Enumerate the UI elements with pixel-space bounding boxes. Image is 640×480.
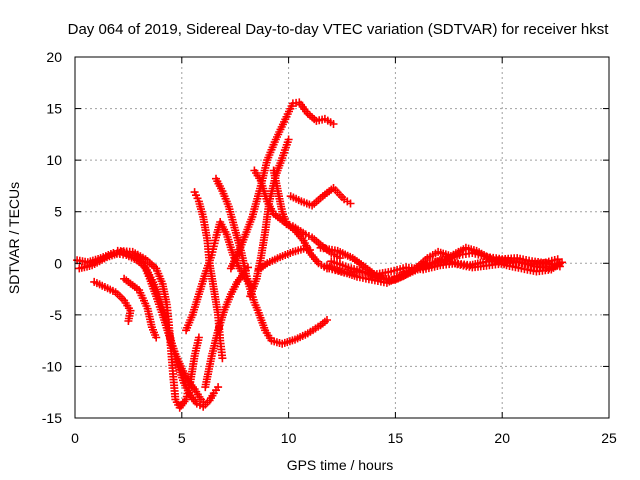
axes: 0 5 10 15 20 25 -15 -10 -5 0 5 10 15 20	[42, 49, 617, 446]
series-arc-h	[182, 218, 257, 335]
x-tick-label: 5	[178, 430, 186, 446]
y-tick-label: 5	[54, 204, 62, 220]
data-point	[306, 245, 314, 254]
y-tick-label: 15	[46, 101, 62, 117]
data-point	[244, 263, 252, 272]
series-arc-o	[254, 244, 314, 274]
data-point	[199, 402, 208, 411]
chart-title: Day 064 of 2019, Sidereal Day-to-day VTE…	[68, 21, 610, 38]
data-point	[329, 120, 338, 128]
data-point	[346, 199, 355, 208]
series-arc-d	[120, 274, 161, 342]
series-arc-i	[201, 263, 252, 392]
series-arc-n	[286, 184, 355, 210]
y-tick-label: -15	[42, 410, 62, 426]
y-tick-label: 10	[46, 152, 62, 168]
x-tick-label: 20	[494, 430, 510, 446]
data-point	[124, 317, 133, 325]
x-tick-label: 0	[71, 430, 79, 446]
series-arc-s	[327, 255, 566, 284]
data-point	[218, 354, 227, 363]
x-tick-label: 10	[281, 430, 297, 446]
data-point	[152, 333, 161, 342]
x-axis-label: GPS time / hours	[287, 457, 394, 473]
data-point	[323, 316, 331, 324]
data-point	[284, 135, 293, 144]
series-arc-e	[113, 246, 203, 412]
y-tick-label: 20	[46, 49, 62, 65]
plot-frame	[74, 56, 610, 419]
data-point	[558, 258, 566, 267]
y-tick-label: 0	[54, 255, 62, 271]
series-arc-c	[90, 277, 135, 325]
y-tick-label: -10	[42, 358, 62, 374]
x-tick-label: 25	[601, 430, 617, 446]
data-series	[73, 98, 566, 412]
data-point	[214, 383, 223, 392]
y-axis-label: SDTVAR / TECUs	[6, 182, 22, 294]
series-arc-j	[226, 98, 338, 273]
data-point	[194, 333, 203, 342]
x-tick-label: 15	[388, 430, 404, 446]
y-tick-label: -5	[50, 307, 63, 323]
